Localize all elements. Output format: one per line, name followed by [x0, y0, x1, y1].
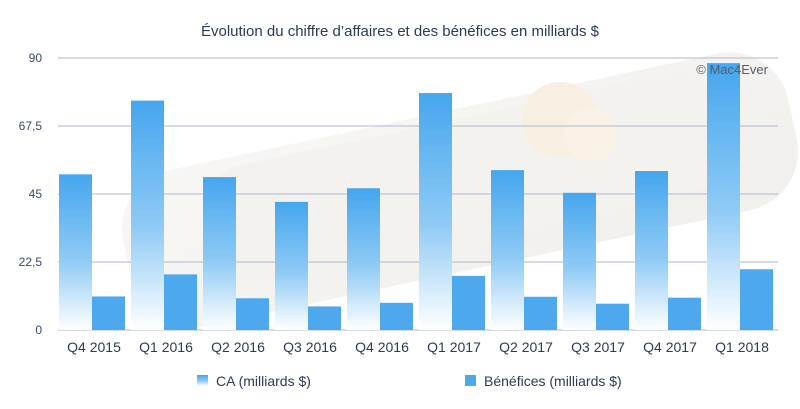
chart-title: Évolution du chiffre d’affaires et des b…	[201, 23, 600, 40]
x-category-label: Q4 2017	[643, 339, 697, 355]
bar-benefices	[524, 296, 557, 330]
y-tick-label: 90	[29, 51, 43, 65]
x-category-label: Q1 2016	[139, 339, 193, 355]
x-category-label: Q1 2018	[715, 339, 769, 355]
y-tick-label: 22,5	[19, 255, 43, 269]
legend: CA (milliards $) Bénéfices (milliards $)	[197, 373, 622, 389]
x-category-label: Q1 2017	[427, 339, 481, 355]
y-tick-label: 0	[35, 323, 42, 337]
y-tick-label: 67,5	[19, 119, 43, 133]
watermark: © Mac4Ever	[696, 62, 768, 77]
x-category-label: Q3 2017	[571, 339, 625, 355]
bar-ca	[419, 93, 452, 331]
bar-benefices	[740, 269, 773, 330]
bar-ca	[131, 100, 164, 330]
legend-swatch-benefices	[465, 375, 476, 386]
bar-ca	[275, 201, 308, 330]
x-category-label: Q4 2016	[355, 339, 409, 355]
bar-ca	[491, 170, 524, 330]
legend-label-ca: CA (milliards $)	[216, 373, 311, 389]
legend-swatch-ca	[197, 375, 208, 386]
bar-benefices	[236, 298, 269, 330]
x-axis-labels: Q4 2015 Q1 2016 Q2 2016 Q3 2016 Q4 2016 Q1 20…	[67, 339, 769, 355]
bar-ca	[347, 188, 380, 330]
x-category-label: Q2 2016	[211, 339, 265, 355]
bar-ca	[203, 177, 236, 330]
bar-benefices	[452, 275, 485, 330]
x-category-label: Q4 2015	[67, 339, 121, 355]
legend-label-benefices: Bénéfices (milliards $)	[484, 373, 622, 389]
y-tick-label: 45	[29, 187, 43, 201]
bars	[59, 63, 773, 331]
bar-benefices	[92, 296, 125, 330]
bar-benefices	[668, 297, 701, 330]
bar-benefices	[596, 303, 629, 330]
bar-ca	[635, 171, 668, 330]
bar-benefices	[308, 306, 341, 330]
bar-benefices	[164, 274, 197, 330]
bar-ca	[59, 174, 92, 330]
bar-benefices	[380, 302, 413, 330]
x-category-label: Q2 2017	[499, 339, 553, 355]
y-axis-ticks: 0 22,5 45 67,5 90	[19, 51, 43, 337]
x-category-label: Q3 2016	[283, 339, 337, 355]
bar-ca	[563, 192, 596, 330]
bar-ca	[707, 63, 740, 330]
